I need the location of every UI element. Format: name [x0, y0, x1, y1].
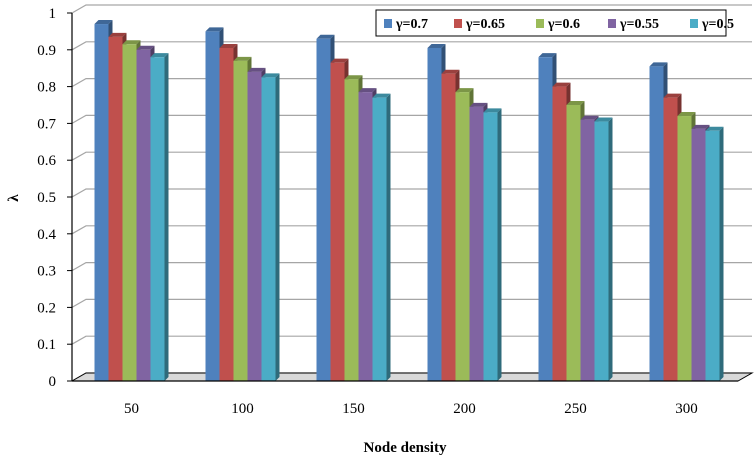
svg-text:γ=0.55: γ=0.55 [619, 17, 659, 32]
gridline [71, 114, 752, 124]
bar [705, 126, 724, 381]
x-tick-label: 100 [231, 401, 254, 417]
gridline [71, 41, 752, 51]
bar [261, 73, 280, 382]
y-tick-label: 0.6 [37, 153, 56, 169]
gridline [71, 77, 752, 88]
x-tick-label: 300 [675, 401, 698, 417]
legend-item: γ=0.55 [608, 17, 659, 32]
x-tick-label: 150 [342, 401, 365, 417]
x-tick-label: 200 [453, 401, 476, 417]
y-axis-title: λ [6, 194, 22, 202]
svg-text:γ=0.7: γ=0.7 [395, 17, 428, 32]
y-tick-label: 1 [49, 6, 57, 22]
gridline [71, 298, 752, 308]
bar [150, 53, 169, 381]
y-tick-label: 0.9 [37, 43, 56, 59]
gridline [71, 188, 752, 198]
y-tick-label: 0.4 [37, 227, 56, 243]
gridline [71, 225, 752, 235]
bar [372, 93, 391, 381]
legend-item: γ=0.5 [690, 17, 734, 32]
svg-text:γ=0.65: γ=0.65 [465, 17, 505, 32]
bar [594, 117, 613, 381]
gridline [71, 262, 752, 272]
legend-box [375, 9, 727, 37]
x-tick-label: 250 [564, 401, 587, 417]
gridline [71, 335, 752, 345]
legend-item: γ=0.7 [384, 17, 428, 32]
legend-item: γ=0.65 [454, 17, 505, 32]
svg-text:γ=0.6: γ=0.6 [547, 17, 580, 32]
y-tick-label: 0.7 [37, 116, 56, 132]
x-tick-label: 50 [124, 401, 139, 417]
grid-lines [71, 4, 752, 382]
axes [67, 12, 738, 382]
y-tick-label: 0.3 [37, 264, 56, 280]
x-axis-title: Node density [364, 440, 447, 456]
legend-item: γ=0.6 [536, 17, 580, 32]
y-tick-label: 0.8 [37, 80, 56, 96]
gridline [71, 151, 752, 161]
legend: γ=0.7 γ=0.65 γ=0.6 γ=0.55 γ=0.5 [375, 9, 734, 37]
bars [94, 20, 724, 382]
svg-text:γ=0.5: γ=0.5 [701, 17, 734, 32]
y-tick-label: 0.1 [37, 337, 56, 353]
bar [483, 108, 502, 382]
gridline [71, 4, 752, 14]
y-tick-label: 0.5 [37, 190, 56, 206]
y-tick-label: 0.2 [37, 300, 56, 316]
y-tick-label: 0 [49, 374, 57, 390]
